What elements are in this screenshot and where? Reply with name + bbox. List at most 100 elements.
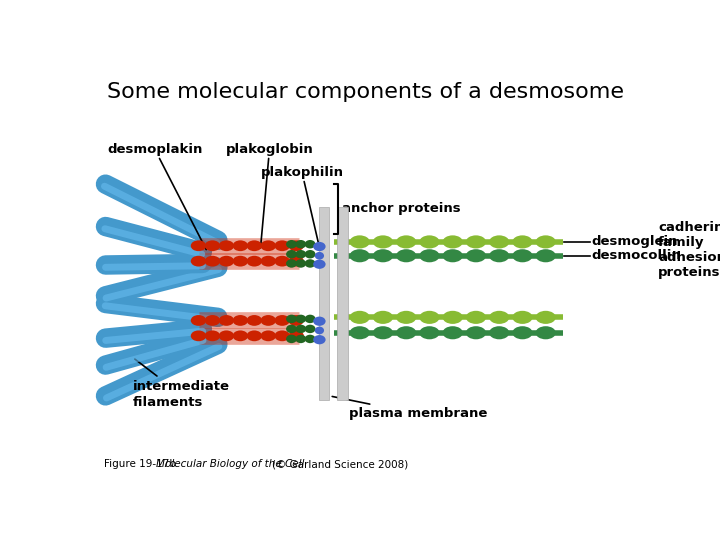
Ellipse shape bbox=[261, 315, 276, 326]
Ellipse shape bbox=[233, 240, 248, 251]
Ellipse shape bbox=[305, 259, 315, 268]
Ellipse shape bbox=[219, 330, 234, 341]
Ellipse shape bbox=[513, 235, 533, 248]
Ellipse shape bbox=[396, 235, 416, 248]
Ellipse shape bbox=[246, 315, 262, 326]
Text: desmoglein: desmoglein bbox=[591, 235, 678, 248]
Text: plakoglobin: plakoglobin bbox=[225, 143, 313, 248]
Ellipse shape bbox=[261, 256, 276, 267]
Ellipse shape bbox=[204, 315, 220, 326]
Ellipse shape bbox=[289, 256, 304, 267]
Ellipse shape bbox=[261, 330, 276, 341]
Bar bbox=[319, 207, 330, 400]
Ellipse shape bbox=[286, 250, 297, 259]
Ellipse shape bbox=[219, 240, 234, 251]
Text: Molecular Biology of the Cell: Molecular Biology of the Cell bbox=[156, 459, 305, 469]
Ellipse shape bbox=[443, 249, 463, 262]
Ellipse shape bbox=[419, 249, 439, 262]
Ellipse shape bbox=[536, 235, 556, 248]
Ellipse shape bbox=[396, 326, 416, 339]
Ellipse shape bbox=[274, 256, 290, 267]
Ellipse shape bbox=[246, 240, 262, 251]
Ellipse shape bbox=[443, 311, 463, 324]
Ellipse shape bbox=[295, 240, 306, 248]
Ellipse shape bbox=[274, 330, 290, 341]
Ellipse shape bbox=[419, 311, 439, 324]
Text: plasma membrane: plasma membrane bbox=[332, 396, 487, 421]
Ellipse shape bbox=[350, 235, 370, 248]
Ellipse shape bbox=[443, 235, 463, 248]
Ellipse shape bbox=[305, 325, 315, 333]
Ellipse shape bbox=[204, 240, 220, 251]
Ellipse shape bbox=[313, 335, 325, 345]
Ellipse shape bbox=[350, 311, 370, 324]
Ellipse shape bbox=[489, 326, 509, 339]
Ellipse shape bbox=[233, 330, 248, 341]
Ellipse shape bbox=[466, 249, 486, 262]
Ellipse shape bbox=[513, 326, 533, 339]
Ellipse shape bbox=[274, 240, 290, 251]
Ellipse shape bbox=[191, 315, 206, 326]
Ellipse shape bbox=[246, 330, 262, 341]
Text: plakophilin: plakophilin bbox=[261, 166, 343, 247]
Ellipse shape bbox=[315, 327, 324, 334]
Ellipse shape bbox=[313, 260, 325, 269]
Ellipse shape bbox=[466, 326, 486, 339]
Ellipse shape bbox=[286, 240, 297, 248]
Text: desmoplakin: desmoplakin bbox=[107, 143, 206, 249]
Ellipse shape bbox=[261, 240, 276, 251]
Ellipse shape bbox=[305, 315, 315, 323]
Ellipse shape bbox=[313, 242, 325, 251]
Ellipse shape bbox=[315, 252, 324, 260]
Ellipse shape bbox=[295, 259, 306, 268]
Ellipse shape bbox=[295, 315, 306, 323]
Ellipse shape bbox=[350, 249, 370, 262]
Ellipse shape bbox=[233, 315, 248, 326]
Ellipse shape bbox=[295, 325, 306, 333]
Ellipse shape bbox=[219, 315, 234, 326]
Ellipse shape bbox=[313, 316, 325, 326]
Ellipse shape bbox=[419, 235, 439, 248]
Ellipse shape bbox=[191, 256, 206, 267]
Ellipse shape bbox=[274, 315, 290, 326]
Ellipse shape bbox=[373, 249, 393, 262]
Text: (© Garland Science 2008): (© Garland Science 2008) bbox=[272, 459, 408, 469]
Ellipse shape bbox=[466, 311, 486, 324]
Ellipse shape bbox=[536, 249, 556, 262]
Ellipse shape bbox=[513, 311, 533, 324]
Ellipse shape bbox=[305, 250, 315, 259]
Ellipse shape bbox=[191, 240, 206, 251]
Ellipse shape bbox=[305, 335, 315, 343]
Ellipse shape bbox=[305, 240, 315, 248]
Text: Figure 19-17b: Figure 19-17b bbox=[104, 459, 182, 469]
Ellipse shape bbox=[286, 259, 297, 268]
Text: cadherin-
family
adhesion
proteins: cadherin- family adhesion proteins bbox=[658, 221, 720, 279]
Ellipse shape bbox=[419, 326, 439, 339]
Ellipse shape bbox=[373, 311, 393, 324]
Ellipse shape bbox=[513, 249, 533, 262]
Text: intermediate
filaments: intermediate filaments bbox=[132, 359, 230, 408]
Ellipse shape bbox=[246, 256, 262, 267]
Ellipse shape bbox=[289, 330, 304, 341]
Ellipse shape bbox=[489, 235, 509, 248]
Ellipse shape bbox=[233, 256, 248, 267]
Ellipse shape bbox=[536, 326, 556, 339]
Ellipse shape bbox=[489, 249, 509, 262]
Ellipse shape bbox=[191, 330, 206, 341]
Ellipse shape bbox=[373, 326, 393, 339]
Text: anchor proteins: anchor proteins bbox=[342, 202, 461, 215]
Ellipse shape bbox=[396, 311, 416, 324]
Ellipse shape bbox=[286, 325, 297, 333]
Bar bbox=[337, 207, 348, 400]
Ellipse shape bbox=[204, 256, 220, 267]
Ellipse shape bbox=[489, 311, 509, 324]
Ellipse shape bbox=[466, 235, 486, 248]
Ellipse shape bbox=[295, 250, 306, 259]
Ellipse shape bbox=[286, 335, 297, 343]
Ellipse shape bbox=[286, 315, 297, 323]
Ellipse shape bbox=[536, 311, 556, 324]
Ellipse shape bbox=[443, 326, 463, 339]
Ellipse shape bbox=[289, 240, 304, 251]
Text: desmocollin: desmocollin bbox=[591, 249, 681, 262]
Ellipse shape bbox=[350, 326, 370, 339]
